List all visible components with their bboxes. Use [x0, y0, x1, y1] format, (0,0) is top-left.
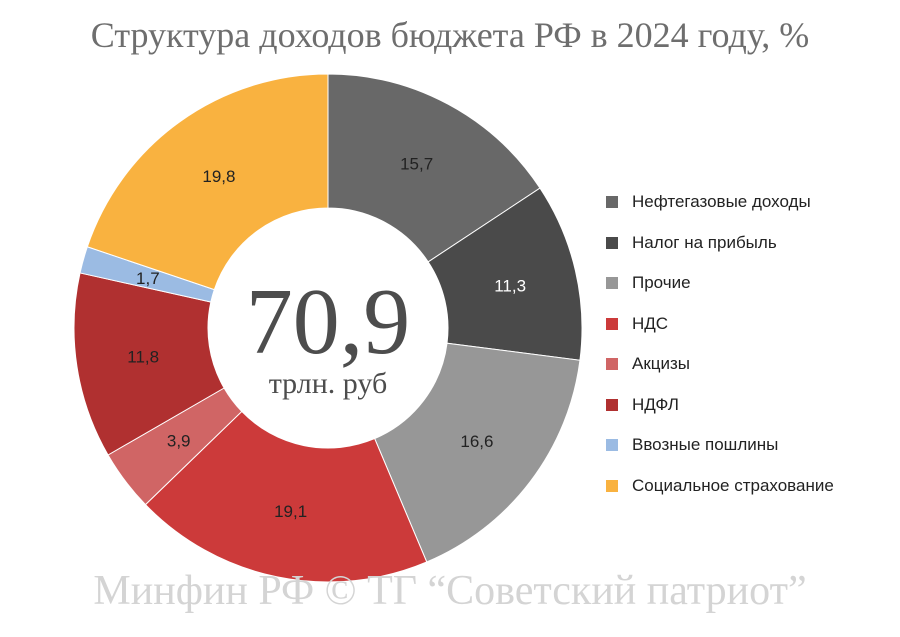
chart-legend: Нефтегазовые доходы Налог на прибыль Прочи…	[606, 182, 834, 506]
chart-title: Структура доходов бюджета РФ в 2024 году…	[90, 15, 810, 55]
legend-swatch	[606, 398, 618, 411]
legend-label: Акцизы	[632, 354, 691, 374]
legend-label: Налог на прибыль	[632, 232, 777, 252]
legend-swatch	[606, 439, 618, 452]
slice-label-3: 16,6	[460, 432, 493, 451]
legend-label: Ввозные пошлины	[632, 435, 779, 455]
legend-item-8: Социальное страхование	[606, 466, 834, 507]
legend-swatch	[606, 358, 618, 371]
legend-label: Прочие	[632, 273, 691, 293]
slice-8	[86, 73, 329, 291]
slice-3	[374, 342, 581, 563]
legend-swatch	[606, 317, 618, 330]
slice-label-2: 11,3	[494, 277, 526, 296]
legend-label: НДС	[632, 313, 669, 333]
center-total-value: 70,9	[246, 270, 411, 374]
legend-swatch	[606, 236, 618, 249]
slice-label-1: 15,7	[400, 154, 433, 173]
slice-6	[73, 272, 225, 456]
legend-label: Социальное страхование	[632, 475, 834, 495]
watermark: Минфин РФ © ТГ “Советский патриот”	[93, 568, 807, 614]
legend-item-6: НДФЛ	[606, 385, 834, 426]
legend-item-7: Ввозные пошлины	[606, 425, 834, 466]
slice-label-5: 3,9	[167, 432, 191, 451]
slice-label-8: 19,8	[202, 167, 235, 186]
slice-label-4: 19,1	[274, 502, 307, 521]
legend-label: Нефтегазовые доходы	[632, 192, 811, 212]
slice-1	[327, 73, 541, 263]
slice-label-7: 1,7	[136, 269, 160, 288]
legend-item-4: НДС	[606, 304, 834, 345]
legend-item-3: Прочие	[606, 263, 834, 304]
legend-swatch	[606, 196, 618, 209]
slice-4	[144, 410, 428, 583]
legend-item-2: Налог на прибыль	[606, 223, 834, 264]
legend-item-1: Нефтегазовые доходы	[606, 182, 834, 223]
center-total-unit: трлн. руб	[269, 367, 388, 400]
legend-item-5: Акцизы	[606, 344, 834, 385]
legend-label: НДФЛ	[632, 394, 679, 414]
legend-swatch	[606, 479, 618, 492]
slice-label-6: 11,8	[127, 347, 159, 366]
legend-swatch	[606, 277, 618, 290]
